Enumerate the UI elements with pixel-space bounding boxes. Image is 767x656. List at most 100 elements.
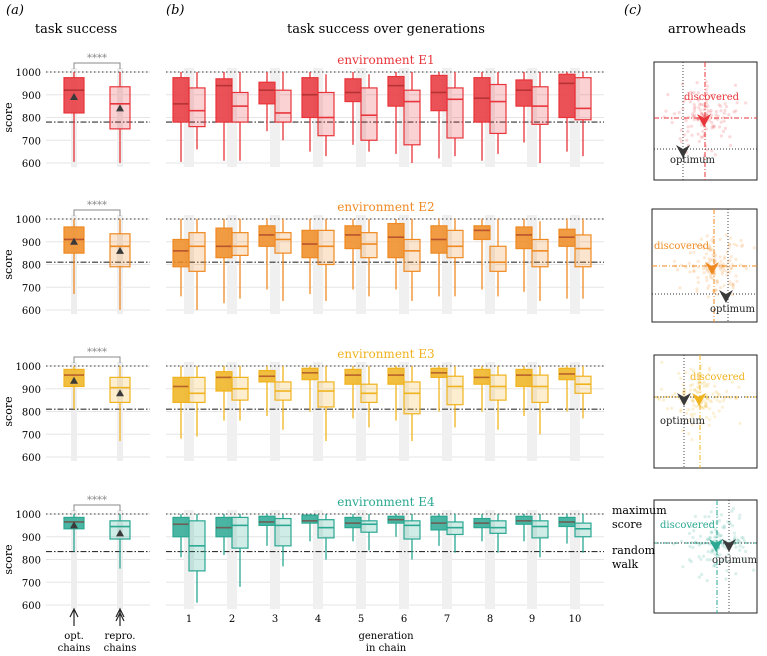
- box-opt-gen-1-iqr-box: [172, 516, 190, 538]
- box-repro-gen-6-iqr-box: [403, 520, 421, 540]
- discovered-arrowhead-icon: [705, 262, 719, 275]
- box-repro-gen-1-iqr-box: [188, 376, 206, 403]
- box-opt-gen-3: [258, 366, 276, 417]
- scatter-point: [690, 398, 694, 402]
- scatter-point: [723, 126, 728, 130]
- scatter-point: [713, 384, 717, 388]
- scatter-point: [723, 378, 727, 382]
- scatter-point: [732, 242, 736, 246]
- scatter-point: [719, 109, 723, 113]
- scatter-point: [672, 259, 677, 263]
- scatter-point: [694, 405, 699, 409]
- optimum-label: optimum: [670, 155, 716, 166]
- scatter-point: [686, 408, 690, 412]
- box-repro-gen-4: [317, 514, 335, 560]
- scatter-point: [688, 384, 693, 388]
- mean-marker-repro: [116, 246, 124, 254]
- scatter-point: [733, 535, 737, 539]
- optimum-arrowhead-icon: [722, 539, 736, 552]
- y-tick-label: 1000: [16, 510, 41, 521]
- y-axis-label: score: [2, 249, 15, 279]
- scatter-point: [693, 514, 698, 519]
- scatter-point: [688, 270, 692, 274]
- box-repro-gen-6: [403, 72, 421, 163]
- scatter-point: [705, 384, 709, 388]
- discovered-arrowhead-icon: [692, 393, 706, 406]
- scatter-point: [691, 369, 696, 373]
- generation-tick-label: 6: [401, 614, 407, 625]
- scatter-point: [689, 90, 693, 94]
- generation-tick-label: 5: [358, 614, 364, 625]
- scatter-point: [702, 384, 706, 388]
- scatter-point: [717, 519, 722, 523]
- scatter-point: [691, 114, 695, 119]
- scatter-point: [698, 534, 703, 538]
- box-opt-gen-6-iqr-box: [387, 75, 405, 107]
- box-repro-gen-6: [403, 219, 421, 301]
- box-repro-gen-7: [446, 514, 464, 553]
- significance-stars: ****: [87, 347, 107, 358]
- scatter-point: [711, 124, 715, 128]
- box-repro-gen-1: [188, 514, 206, 603]
- mean-marker-opt: [70, 237, 78, 245]
- scatter-point: [688, 251, 693, 255]
- scatter-point: [704, 404, 708, 408]
- scatter-point: [704, 266, 708, 271]
- box-repro-gen-2-iqr-box: [231, 232, 249, 256]
- scatter-point: [734, 397, 738, 401]
- scatter-point: [708, 248, 713, 252]
- scatter-point: [717, 125, 722, 129]
- scatter-point: [730, 509, 734, 513]
- box-opt-gen-9: [515, 219, 533, 292]
- scatter-point: [713, 564, 717, 568]
- box-repro-gen-3-iqr-box: [274, 517, 292, 547]
- y-axis-label: score: [2, 396, 15, 426]
- scatter-point: [705, 234, 709, 238]
- scatter-point: [701, 135, 705, 139]
- box-repro-gen-3: [274, 219, 292, 301]
- box-opt-gen-4-iqr-box: [301, 514, 319, 524]
- scatter-point: [713, 535, 717, 539]
- y-tick-label: 800: [22, 556, 41, 567]
- y-tick-label: 900: [22, 385, 41, 396]
- arrowhead-plot-frame: [653, 354, 758, 469]
- scatter-point: [678, 286, 682, 290]
- box-opt-gen-5-iqr-box: [344, 368, 362, 385]
- scatter-point: [722, 557, 726, 561]
- box-opt-gen-1-iqr-box: [172, 376, 190, 403]
- y-tick-label: 700: [22, 283, 41, 294]
- scatter-point: [707, 257, 711, 261]
- scatter-point: [687, 558, 692, 562]
- legend-maximum-score-1: maximum: [612, 504, 667, 517]
- box-repro-gen-9: [531, 514, 549, 558]
- y-axis-label: score: [2, 102, 15, 132]
- box-opt-gen-6-iqr-box: [387, 367, 405, 385]
- scatter-point: [737, 385, 741, 389]
- box-opt-gen-1-iqr-box: [172, 77, 190, 123]
- box-repro-gen-5-iqr-box: [360, 520, 378, 533]
- box-repro-gen-5: [360, 219, 378, 297]
- scatter-point: [739, 238, 743, 243]
- box-opt-gen-10-iqr-box: [558, 73, 576, 119]
- box-opt-gen-9-iqr-box: [515, 79, 533, 107]
- scatter-point: [718, 237, 722, 241]
- box-repro-gen-8: [489, 72, 507, 154]
- scatter-point: [710, 120, 714, 125]
- scatter-point: [687, 115, 691, 119]
- scatter-point: [673, 391, 677, 396]
- scatter-point: [660, 360, 664, 364]
- scatter-point: [722, 524, 727, 528]
- scatter-point: [752, 246, 756, 250]
- box-opt-gen-3-iqr-box: [258, 225, 276, 247]
- scatter-point: [740, 535, 744, 540]
- scatter-point: [700, 406, 704, 410]
- scatter-point: [731, 507, 736, 511]
- scatter-point: [734, 257, 738, 261]
- scatter-point: [657, 397, 662, 401]
- box-opt-gen-10: [558, 366, 576, 412]
- box-repro-chains: [109, 72, 131, 163]
- scatter-point: [705, 416, 709, 420]
- scatter-point: [699, 237, 704, 241]
- significance-stars: ****: [87, 495, 107, 506]
- scatter-point: [709, 276, 713, 280]
